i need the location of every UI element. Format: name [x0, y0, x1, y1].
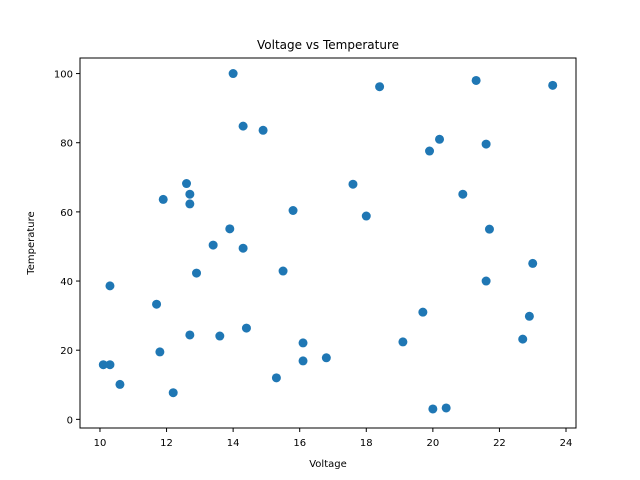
x-tick-label: 14 — [227, 438, 240, 449]
data-point — [185, 189, 195, 199]
data-point — [228, 69, 238, 79]
data-point — [105, 281, 115, 291]
data-point — [185, 330, 195, 340]
data-point — [458, 189, 468, 199]
x-tick-label: 22 — [493, 438, 506, 449]
data-point — [425, 146, 435, 156]
data-point — [298, 356, 308, 366]
y-tick-label: 40 — [60, 277, 73, 288]
data-point — [548, 80, 558, 90]
data-point — [168, 388, 178, 398]
data-point — [185, 199, 195, 209]
data-point — [428, 404, 438, 414]
y-tick-label: 20 — [60, 346, 73, 357]
chart-title: Voltage vs Temperature — [257, 38, 399, 52]
data-point — [435, 134, 445, 144]
y-tick-label: 60 — [60, 208, 73, 219]
data-point — [418, 307, 428, 317]
data-point — [518, 334, 528, 344]
data-point — [238, 121, 248, 131]
data-point — [321, 353, 331, 363]
x-axis-label: Voltage — [309, 459, 347, 470]
data-point — [348, 179, 358, 189]
data-point — [278, 266, 288, 276]
data-point — [105, 360, 115, 370]
x-tick-label: 16 — [293, 438, 306, 449]
x-axis-ticks: 10 12 14 16 18 20 22 24 — [94, 428, 573, 449]
data-point — [481, 139, 491, 149]
y-tick-label: 80 — [60, 139, 73, 150]
data-point — [271, 373, 281, 383]
data-point — [238, 243, 248, 253]
y-axis-label: Temperature — [26, 211, 37, 275]
data-point — [152, 299, 162, 309]
data-point — [182, 179, 192, 189]
data-point — [398, 337, 408, 347]
plot-area — [80, 58, 576, 428]
data-point — [471, 75, 481, 85]
data-point — [375, 82, 385, 92]
data-point — [225, 224, 235, 234]
y-tick-label: 100 — [54, 70, 73, 81]
x-tick-label: 18 — [360, 438, 373, 449]
x-tick-label: 20 — [426, 438, 439, 449]
data-point — [155, 347, 165, 357]
data-points — [98, 69, 558, 414]
data-point — [115, 379, 125, 389]
plot-frame — [79, 57, 577, 429]
y-tick-label: 0 — [67, 415, 73, 426]
data-point — [98, 360, 108, 370]
data-point — [484, 224, 494, 234]
data-point — [241, 323, 251, 333]
data-point — [361, 211, 371, 221]
data-point — [158, 194, 168, 204]
y-axis-ticks: 0 20 40 60 80 100 — [54, 70, 80, 426]
data-point — [208, 240, 218, 250]
data-point — [481, 276, 491, 286]
data-point — [528, 258, 538, 268]
x-tick-label: 24 — [560, 438, 573, 449]
x-tick-label: 12 — [160, 438, 173, 449]
data-point — [298, 338, 308, 348]
data-point — [524, 311, 534, 321]
data-point — [288, 206, 298, 215]
data-point — [192, 268, 202, 278]
data-point — [215, 331, 225, 341]
data-point — [441, 403, 451, 413]
x-tick-label: 10 — [94, 438, 107, 449]
data-point — [258, 125, 268, 135]
